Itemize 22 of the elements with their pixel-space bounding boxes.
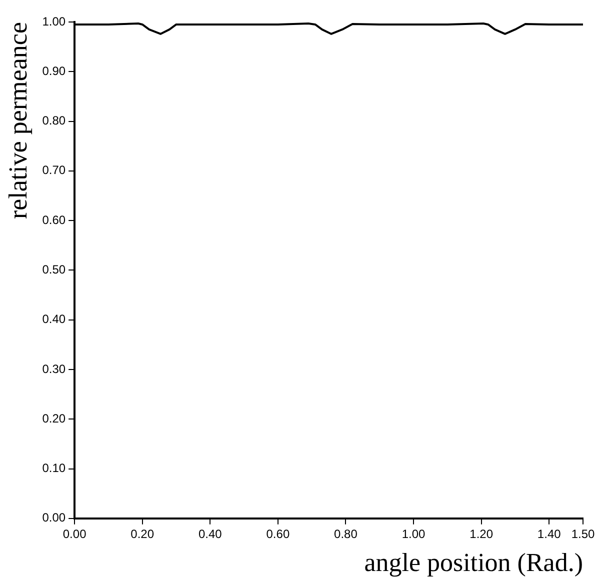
- x-axis-title: angle position (Rad.): [364, 548, 583, 578]
- x-tick-label: 1.50: [571, 526, 595, 541]
- y-tick-label: 0.50: [42, 262, 66, 277]
- y-axis-title: relative permeance: [3, 22, 32, 220]
- y-tick-label: 0.10: [42, 461, 66, 476]
- y-tick-label: 0.40: [42, 312, 66, 326]
- y-tick-label: 0.60: [42, 212, 66, 227]
- x-tick-label: 0.20: [130, 526, 154, 541]
- y-tick-label: 0.20: [42, 411, 66, 426]
- y-tick-label: 0.30: [42, 362, 66, 376]
- x-tick-label: 0.40: [198, 526, 222, 541]
- y-tick-label: 0.00: [42, 510, 66, 525]
- x-tick-label: 1.20: [470, 526, 494, 541]
- y-tick-label: 0.90: [42, 64, 66, 78]
- x-tick-label: 0.60: [266, 526, 290, 541]
- x-tick-label: 1.40: [537, 526, 562, 541]
- x-tick-label: 0.00: [62, 526, 87, 541]
- x-tick-label: 0.80: [334, 526, 358, 541]
- x-tick-label: 1.00: [402, 526, 426, 541]
- y-tick-label: 1.00: [42, 14, 66, 28]
- y-tick-label: 0.70: [42, 163, 66, 178]
- y-tick-label: 0.80: [42, 114, 66, 128]
